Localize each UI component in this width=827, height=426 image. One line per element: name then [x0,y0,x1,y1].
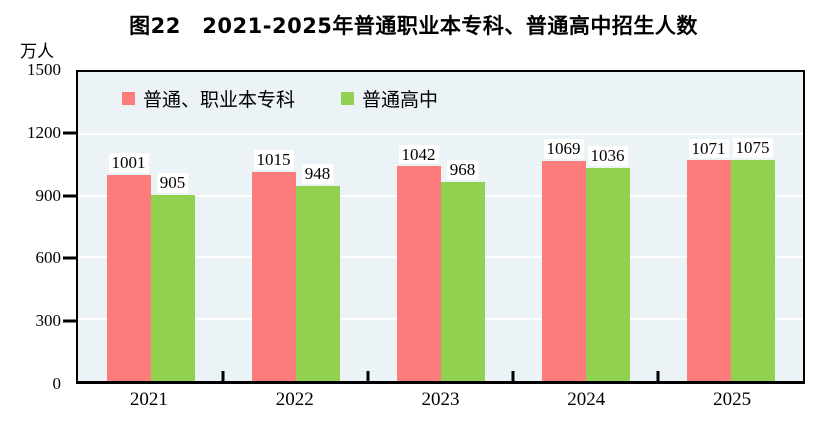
bar-series2-2021: 905 [150,173,195,381]
legend-swatch-icon [341,92,355,105]
bar-group-2021: 1001 905 [78,72,223,381]
bar-value-label: 1075 [732,138,773,158]
y-axis-unit-label: 万人 [20,42,54,61]
legend-label: 普通、职业本专科 [143,90,296,111]
y-axis-tick [63,319,76,323]
y-axis-label: 0 [52,374,62,393]
bar-series1-2022: 1015 [251,150,296,381]
x-axis-tick [221,371,225,381]
x-axis-tick [656,371,660,381]
bar-value-label: 1001 [108,153,149,173]
bar-value-label: 948 [301,164,334,184]
y-axis-tick [63,131,76,135]
bar-value-label: 1069 [543,139,584,159]
bar-series1-2021: 1001 [106,153,151,381]
x-axis-tick [366,371,370,381]
y-axis-label: 300 [35,311,62,331]
legend-label: 普通高中 [362,90,439,111]
x-axis-label-2021: 2021 [129,389,168,410]
bar-series2-2022: 948 [295,164,340,381]
x-axis-label-2025: 2025 [713,389,752,410]
y-axis-label: 600 [35,248,62,268]
bar-value-label: 968 [446,160,479,180]
bar-group-2022: 1015 948 [223,72,368,381]
bar-value-label: 1071 [688,138,729,159]
legend-swatch-icon [122,92,135,105]
gridline [78,132,803,135]
x-axis-label-2022: 2022 [275,389,314,410]
bar-series1-2025: 1071 [686,138,731,381]
y-axis: 0 300 600 900 1200 1500 [0,60,76,393]
bar-series2-2025: 1075 [730,138,775,381]
x-axis-tick [511,371,515,381]
y-axis-label: 1500 [27,60,61,79]
bar-series2-2024: 1036 [585,146,630,381]
y-axis-tick [63,194,76,198]
legend-item-1: 普通、职业本专科 [122,85,295,112]
bar-group-2025: 1071 1075 [658,72,803,381]
bar-series1-2024: 1069 [541,139,586,381]
plot-area: 普通、职业本专科 普通高中 1001 905 1015 948 1042 968 1069 10… [76,70,805,384]
bar-value-label: 905 [156,173,189,193]
x-axis-labels: 2021 2022 2023 2024 2025 [76,389,805,411]
bar-value-label: 1015 [253,150,294,170]
x-axis-label-2024: 2024 [567,389,606,410]
x-axis-label-2023: 2023 [421,389,460,410]
legend-item-2: 普通高中 [341,85,438,112]
bar-group-2024: 1069 1036 [513,72,658,381]
chart-title: 图22 2021-2025年普通职业本专科、普通高中招生人数 [129,14,698,38]
bar-series2-2023: 968 [440,160,485,381]
bar-group-2023: 1042 968 [368,72,513,381]
bar-value-label: 1036 [587,146,628,166]
y-axis-tick [63,256,76,260]
y-axis-label: 1200 [27,122,61,142]
bar-value-label: 1042 [398,144,439,165]
y-axis-label: 900 [35,185,62,205]
bar-series1-2023: 1042 [396,144,441,381]
chart-legend: 普通、职业本专科 普通高中 [122,85,438,112]
